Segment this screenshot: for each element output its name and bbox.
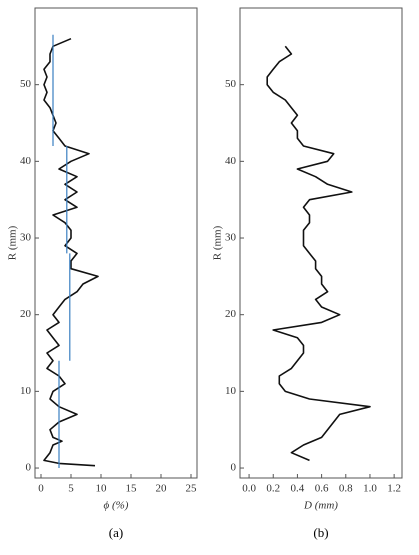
x-tick-label: 5 <box>68 483 74 495</box>
y-tick-label: 40 <box>225 155 237 167</box>
plot-frame <box>34 7 198 479</box>
x-tick-label: 10 <box>96 483 108 495</box>
x-tick-label: 0.4 <box>291 483 305 495</box>
x-tick-label: 0.2 <box>266 483 280 495</box>
x-tick-label: 25 <box>186 483 198 495</box>
panel-label: (b) <box>313 525 328 540</box>
y-axis-label: R (mm) <box>7 225 19 260</box>
y-tick-label: 50 <box>225 78 237 90</box>
y-tick-label: 30 <box>225 232 237 244</box>
y-tick-label: 50 <box>20 78 32 90</box>
y-tick-label: 0 <box>26 462 32 474</box>
y-tick-label: 0 <box>231 462 237 474</box>
x-axis-label: ϕ (%) <box>104 500 129 512</box>
y-tick-label: 20 <box>225 308 237 320</box>
data-line <box>266 45 371 462</box>
x-tick-label: 0.8 <box>339 483 353 495</box>
y-tick-label: 20 <box>20 308 32 320</box>
y-tick-label: 40 <box>20 155 32 167</box>
data-line <box>43 37 99 467</box>
panel-label: (a) <box>109 525 123 540</box>
x-tick-label: 15 <box>126 483 138 495</box>
x-tick-label: 0.6 <box>315 483 329 495</box>
x-axis-label: D (mm) <box>303 500 338 512</box>
y-tick-label: 30 <box>20 232 32 244</box>
x-tick-label: 1.0 <box>363 483 377 495</box>
y-tick-label: 10 <box>225 385 237 397</box>
x-tick-label: 20 <box>156 483 168 495</box>
y-tick-label: 10 <box>20 385 32 397</box>
y-axis-label: R (mm) <box>212 225 224 260</box>
plot-frame <box>239 7 403 479</box>
x-tick-label: 1.2 <box>387 483 401 495</box>
x-tick-label: 0 <box>38 483 44 495</box>
x-tick-label: 0.0 <box>242 483 256 495</box>
data-line <box>52 34 71 468</box>
